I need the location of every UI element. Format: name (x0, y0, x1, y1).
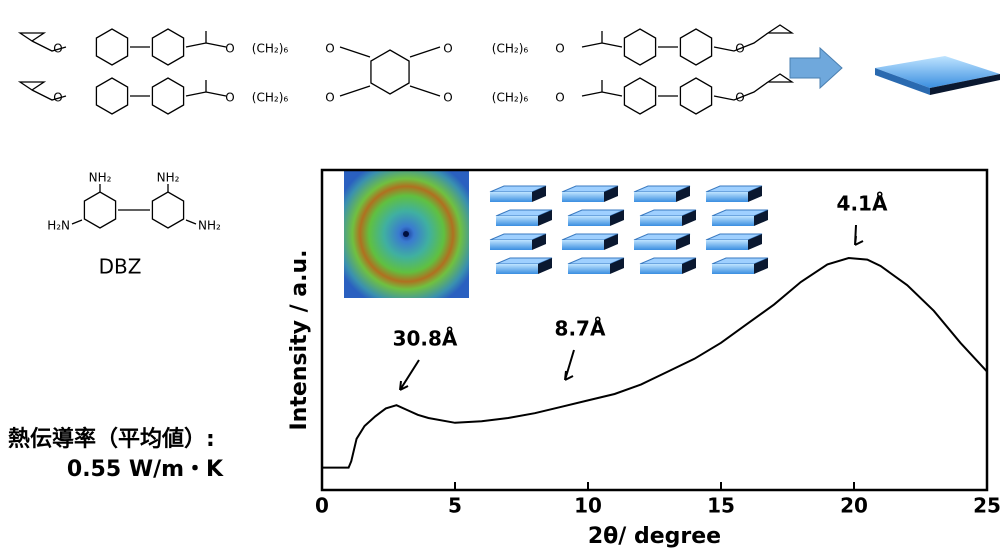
platelet-body (568, 216, 610, 226)
property-label: 熱伝導率（平均値）: (8, 426, 215, 452)
benzene-ring (371, 50, 409, 94)
linker-label: (CH₂)₆ (252, 91, 289, 105)
platelet-body (568, 264, 610, 274)
x-tick-label: 10 (574, 494, 602, 518)
oxygen-label: O (735, 42, 744, 56)
platelet-body (490, 192, 532, 202)
platelet-body (634, 192, 676, 202)
x-tick-label: 5 (448, 494, 462, 518)
benzene-ring (152, 29, 183, 65)
bond (72, 184, 196, 224)
platelet-body (562, 240, 604, 250)
oxygen-label: O (225, 91, 234, 105)
amine-label: H₂N (47, 219, 70, 233)
amine-label: NH₂ (198, 219, 221, 233)
platelet-body (496, 216, 538, 226)
platelet-body (640, 264, 682, 274)
oxygen-label: O (443, 42, 452, 56)
benzene-ring (680, 29, 711, 65)
arrow (790, 48, 842, 88)
x-tick-label: 25 (973, 494, 1001, 518)
y-axis-label: Intensity / a.u. (287, 249, 312, 430)
annotation-arrow (565, 350, 574, 380)
oxygen-label: O (325, 91, 334, 105)
platelet-body (562, 192, 604, 202)
benzene-ring (152, 78, 183, 114)
benzene-ring (680, 78, 711, 114)
oxygen-label: O (555, 91, 564, 105)
x-axis-label: 2θ/ degree (588, 524, 721, 549)
oxygen-label: O (53, 42, 62, 56)
oxygen-label: O (53, 91, 62, 105)
annotation-arrow (400, 360, 419, 390)
x-tick-label: 20 (840, 494, 868, 518)
benzene-ring (84, 192, 115, 228)
oxygen-label: O (443, 91, 452, 105)
platelet-body (496, 264, 538, 274)
bond (20, 74, 792, 100)
bond (340, 47, 440, 96)
platelet-body (490, 240, 532, 250)
platelet-body (634, 240, 676, 250)
platelet-body (640, 216, 682, 226)
linker-label: (CH₂)₆ (492, 91, 529, 105)
oxygen-label: O (555, 42, 564, 56)
annotation: 8.7Å (555, 317, 606, 341)
platelet-body (706, 192, 748, 202)
oxygen-label: O (325, 42, 334, 56)
benzene-ring (96, 78, 127, 114)
figure: O O O O O O (CH₂)₆ (CH₂)₆ O O O O O O (CH₂)₆ (CH₂)₆ H₂N N… (0, 0, 1007, 553)
benzene-ring (624, 29, 655, 65)
platelet-body (706, 240, 748, 250)
linker-label: (CH₂)₆ (252, 42, 289, 56)
oxygen-label: O (735, 91, 744, 105)
amine-label: NH₂ (89, 171, 112, 185)
platelet-body (712, 216, 754, 226)
annotation: 4.1Å (837, 192, 888, 216)
bond (20, 25, 792, 51)
x-tick-label: 15 (707, 494, 735, 518)
annotation-arrow (855, 225, 863, 245)
benzene-ring (624, 78, 655, 114)
oxygen-label: O (225, 42, 234, 56)
amine-label: NH₂ (157, 171, 180, 185)
property-value: 0.55 W/m・K (67, 457, 224, 482)
beam-stop (403, 231, 409, 237)
benzene-ring (96, 29, 127, 65)
platelet-body (712, 264, 754, 274)
hardener-name: DBZ (99, 255, 142, 279)
benzene-ring (152, 192, 183, 228)
linker-label: (CH₂)₆ (492, 42, 529, 56)
x-tick-label: 0 (315, 494, 329, 518)
annotation: 30.8Å (393, 327, 458, 351)
